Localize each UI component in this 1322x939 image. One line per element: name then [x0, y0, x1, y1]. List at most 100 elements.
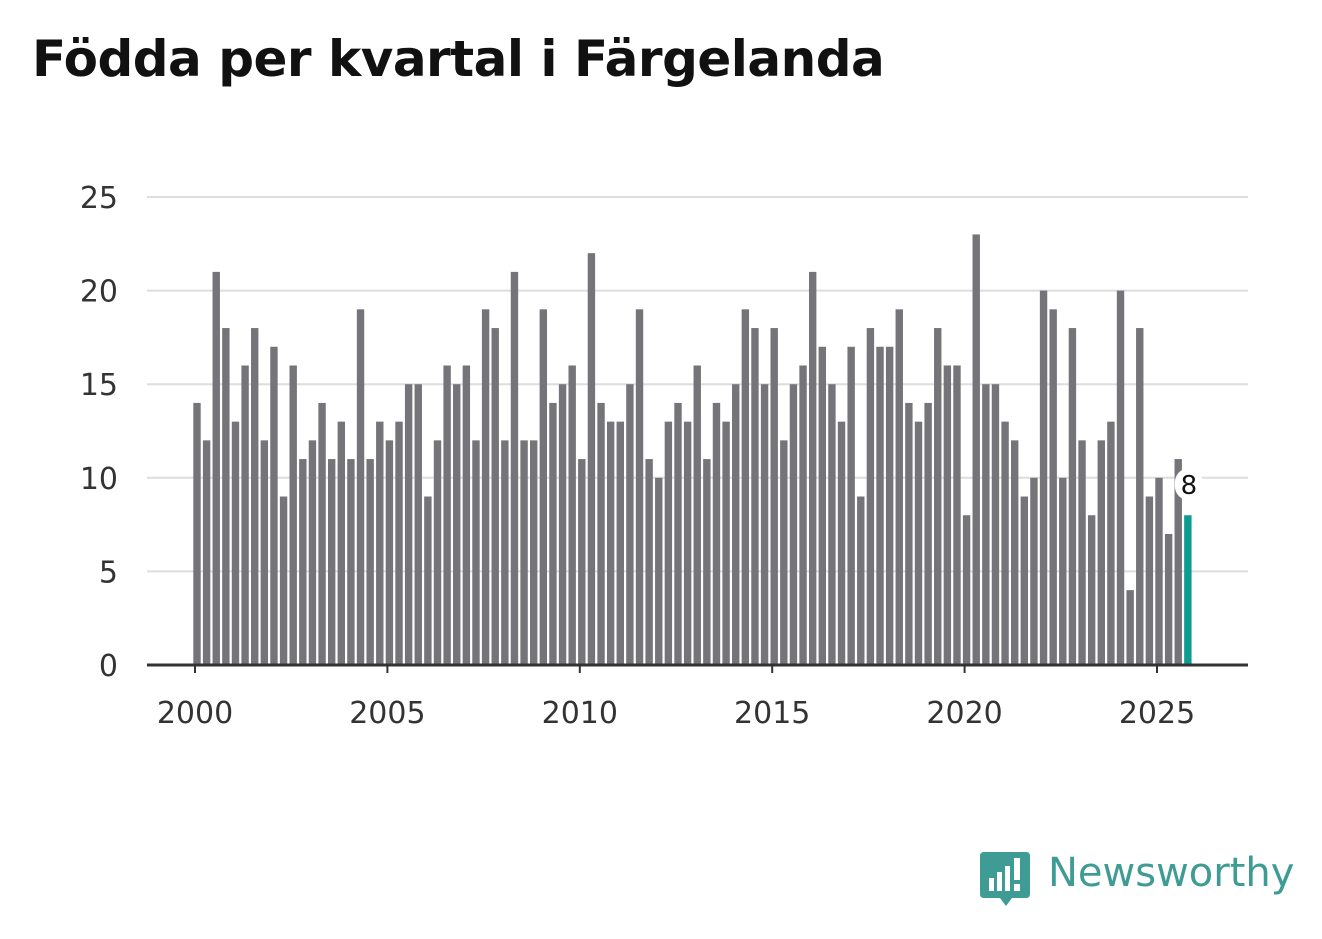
bar [683, 421, 692, 665]
x-axis-ticks: 2000 2005 2010 2015 2020 2025 [157, 665, 1195, 731]
bar [635, 309, 644, 665]
x-tick-label: 2000 [157, 696, 233, 731]
bar [356, 309, 365, 665]
bar [1164, 533, 1173, 665]
y-tick-label: 0 [99, 649, 118, 684]
bar [337, 421, 345, 665]
bar [193, 402, 201, 665]
bar [885, 346, 894, 665]
bar [760, 384, 769, 665]
bar [1020, 496, 1029, 665]
bar [751, 328, 759, 665]
bar [202, 440, 211, 665]
bar [828, 384, 836, 665]
brand-name: Newsworthy [1048, 850, 1295, 896]
bar [347, 459, 355, 665]
bar [308, 440, 317, 665]
bar [587, 253, 596, 665]
bar [934, 328, 942, 665]
bar [395, 421, 403, 665]
bar [1107, 421, 1115, 665]
bar [924, 402, 932, 665]
bar [520, 440, 528, 665]
bar [1097, 440, 1105, 665]
bars [193, 234, 1192, 665]
bar [1068, 328, 1077, 665]
bar [270, 346, 278, 665]
bar [1039, 290, 1048, 665]
bar [424, 496, 432, 665]
bar [1059, 477, 1067, 665]
bar [722, 421, 730, 665]
bar [703, 459, 711, 665]
bar [453, 384, 461, 665]
bar [279, 496, 288, 665]
bar [260, 440, 269, 665]
bar [530, 440, 538, 665]
bar [837, 421, 846, 665]
bar [501, 440, 509, 665]
bar [693, 365, 701, 665]
bar [462, 365, 471, 665]
y-tick-label: 10 [80, 462, 118, 497]
bar [664, 421, 673, 665]
y-axis-ticks: 0 5 10 15 20 25 [80, 181, 118, 684]
bar [972, 234, 980, 665]
bar [847, 346, 855, 665]
bar [818, 346, 826, 665]
bar [780, 440, 788, 665]
bar [655, 477, 663, 665]
bar [732, 384, 740, 665]
bar [376, 421, 384, 665]
bar [318, 402, 326, 665]
bar [991, 384, 1000, 665]
x-tick-label: 2015 [734, 696, 810, 731]
bar [606, 421, 615, 665]
bar [241, 365, 249, 665]
bar [626, 384, 634, 665]
bar [953, 365, 961, 665]
bar [385, 440, 394, 665]
bar [472, 440, 480, 665]
bar [789, 384, 798, 665]
bar [905, 402, 913, 665]
bar [414, 384, 422, 665]
bar [1174, 459, 1182, 665]
bar [712, 402, 721, 665]
highlight-label-group: 8 [1174, 468, 1203, 501]
bar [549, 402, 557, 665]
bar [866, 328, 875, 665]
bar [645, 459, 653, 665]
bar [616, 421, 624, 665]
bar [1116, 290, 1125, 665]
bar [1011, 440, 1019, 665]
newsworthy-logo-icon [980, 852, 1030, 906]
bar [481, 309, 490, 665]
bar [327, 459, 336, 665]
bar [1087, 515, 1096, 665]
bar [914, 421, 923, 665]
bar-highlight [1184, 515, 1192, 665]
bar [366, 459, 374, 665]
bar [1078, 440, 1086, 665]
chart-title: Födda per kvartal i Färgelanda [32, 30, 885, 88]
bar [1155, 477, 1163, 665]
x-tick-label: 2020 [926, 696, 1002, 731]
bar [212, 271, 220, 665]
bar [895, 309, 903, 665]
bar [558, 384, 567, 665]
bar [491, 328, 499, 665]
bar [1049, 309, 1057, 665]
bar [231, 421, 240, 665]
x-tick-label: 2010 [542, 696, 618, 731]
bar [597, 402, 605, 665]
bar [1001, 421, 1009, 665]
brand-logo: Newsworthy [980, 850, 1300, 910]
bar [799, 365, 807, 665]
y-tick-label: 15 [80, 368, 118, 403]
bar [222, 328, 230, 665]
bar [251, 328, 259, 665]
highlight-label-background [1174, 468, 1203, 501]
y-tick-label: 25 [80, 181, 118, 216]
